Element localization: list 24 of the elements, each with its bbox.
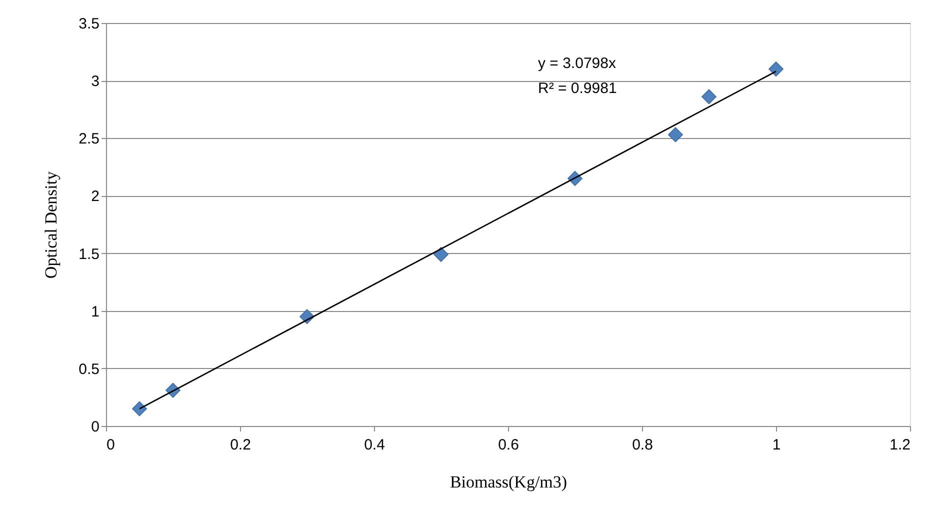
x-tick-label: 1.2 xyxy=(890,436,910,454)
point xyxy=(702,89,716,104)
point xyxy=(132,401,147,416)
y-tick-label: 3 xyxy=(91,73,100,90)
x-tick-label: 0 xyxy=(106,436,115,454)
y-tick-label: 1.5 xyxy=(78,246,100,263)
x-tick-label: 0.2 xyxy=(230,436,251,454)
point xyxy=(768,62,784,77)
y-tick-label: 1 xyxy=(91,303,100,320)
y-tick-label: 3.5 xyxy=(78,16,100,32)
y-axis-title: Optical Density xyxy=(42,170,61,279)
x-tick-label: 0.4 xyxy=(364,436,385,454)
x-tick-label: 0.6 xyxy=(498,436,519,454)
annotation: R² = 0.9981 xyxy=(538,80,617,97)
x-tick-label: 1 xyxy=(772,436,781,454)
x-tick-label: 0.8 xyxy=(632,436,653,454)
point xyxy=(668,127,683,142)
y-tick-label: 2 xyxy=(91,188,100,206)
point xyxy=(434,246,448,262)
y-tick-label: 2.5 xyxy=(78,130,100,148)
x-axis-title: Biomass(Kg/m3) xyxy=(450,472,568,492)
annotation: y = 3.0798x xyxy=(538,55,616,72)
y-tick-label: 0.5 xyxy=(78,360,100,378)
y-tick-label: 0 xyxy=(91,418,100,436)
